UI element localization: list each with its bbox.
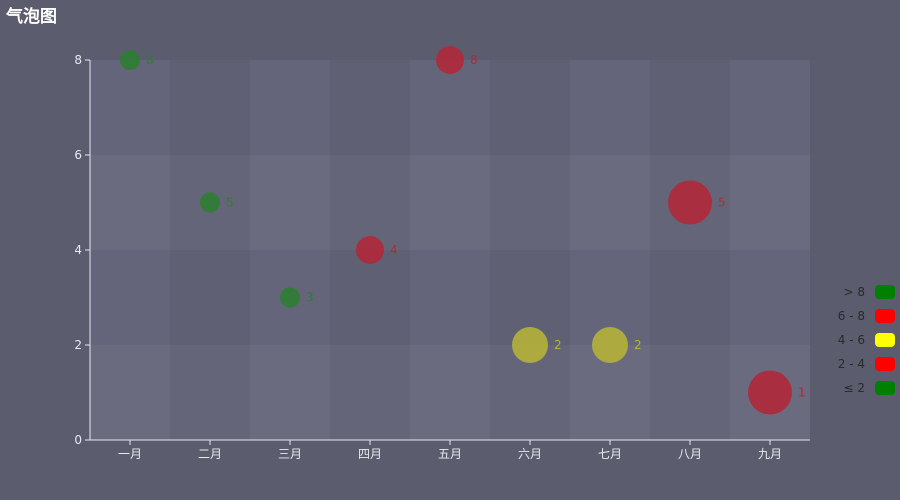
grid-cell [90, 60, 170, 155]
grid-cell [90, 155, 170, 250]
bubble-series: 8 5 3 4 8 2 2 5 1 [120, 46, 806, 415]
grid-cell [90, 345, 170, 440]
bubble-point[interactable] [592, 327, 628, 363]
x-axis-ticks: 一月 二月 三月 四月 五月 六月 七月 八月 九月 [118, 440, 782, 461]
x-tick-label: 二月 [198, 447, 222, 461]
grid-cell [90, 250, 170, 345]
bubble-point[interactable] [436, 46, 464, 74]
bubble-data-label: 1 [798, 386, 806, 400]
chart-title: 气泡图 [6, 7, 57, 27]
grid-cell [250, 60, 330, 155]
grid-cell [410, 60, 490, 155]
bubble-data-label: 4 [390, 243, 398, 257]
grid-cell [570, 60, 650, 155]
legend-item-label: 2 - 4 [838, 357, 865, 371]
bubble-data-label: 8 [470, 53, 478, 67]
legend-item-label: 6 - 8 [838, 309, 865, 323]
legend-swatch[interactable] [875, 333, 895, 347]
y-tick-label: 2 [74, 338, 82, 352]
grid-cell [730, 60, 810, 155]
x-tick-label: 六月 [518, 447, 542, 461]
grid-cell [170, 345, 250, 440]
x-tick-label: 八月 [678, 447, 702, 461]
plot-background [90, 60, 810, 440]
grid-cell [330, 60, 410, 155]
grid-cell [410, 250, 490, 345]
bubble-point[interactable] [668, 180, 712, 225]
y-tick-label: 8 [74, 53, 82, 67]
grid-cell [170, 60, 250, 155]
y-tick-label: 6 [74, 148, 82, 162]
grid-cell [490, 155, 570, 250]
legend: > 8 6 - 8 4 - 6 2 - 4 ≤ 2 [838, 285, 895, 395]
x-tick-label: 五月 [438, 447, 462, 461]
grid-cell [410, 155, 490, 250]
grid-cell [650, 250, 730, 345]
grid-cell [730, 250, 810, 345]
grid-cell [490, 60, 570, 155]
bubble-data-label: 3 [306, 291, 314, 305]
bubble-data-label: 2 [554, 338, 562, 352]
grid-cell [650, 60, 730, 155]
y-tick-label: 0 [74, 433, 82, 447]
grid-cell [330, 155, 410, 250]
grid-cell [250, 155, 330, 250]
grid-cell [650, 345, 730, 440]
y-axis-ticks: 0 2 4 6 8 [74, 53, 90, 447]
x-tick-label: 一月 [118, 447, 142, 461]
grid-cell [330, 345, 410, 440]
legend-swatch[interactable] [875, 357, 895, 371]
y-tick-label: 4 [74, 243, 82, 257]
legend-item-label: > 8 [843, 285, 865, 299]
bubble-point[interactable] [120, 50, 140, 70]
legend-item-label: 4 - 6 [838, 333, 865, 347]
grid-cell [170, 250, 250, 345]
bubble-point[interactable] [200, 192, 220, 213]
bubble-point[interactable] [748, 370, 792, 415]
legend-swatch[interactable] [875, 381, 895, 395]
grid-cell [410, 345, 490, 440]
bubble-data-label: 5 [226, 196, 234, 210]
x-tick-label: 七月 [598, 447, 622, 461]
bubble-data-label: 2 [634, 338, 642, 352]
bubble-point[interactable] [512, 327, 548, 363]
bubble-point[interactable] [280, 287, 300, 308]
grid-cell [250, 345, 330, 440]
grid-cell [570, 155, 650, 250]
grid-cell [730, 155, 810, 250]
bubble-point[interactable] [356, 236, 384, 264]
legend-swatch[interactable] [875, 309, 895, 323]
grid-cell [330, 250, 410, 345]
bubble-data-label: 5 [718, 196, 726, 210]
bubble-data-label: 8 [146, 53, 154, 67]
legend-item-label: ≤ 2 [843, 381, 865, 395]
legend-swatch[interactable] [875, 285, 895, 299]
x-tick-label: 三月 [278, 447, 302, 461]
x-tick-label: 九月 [758, 447, 782, 461]
x-tick-label: 四月 [358, 447, 382, 461]
